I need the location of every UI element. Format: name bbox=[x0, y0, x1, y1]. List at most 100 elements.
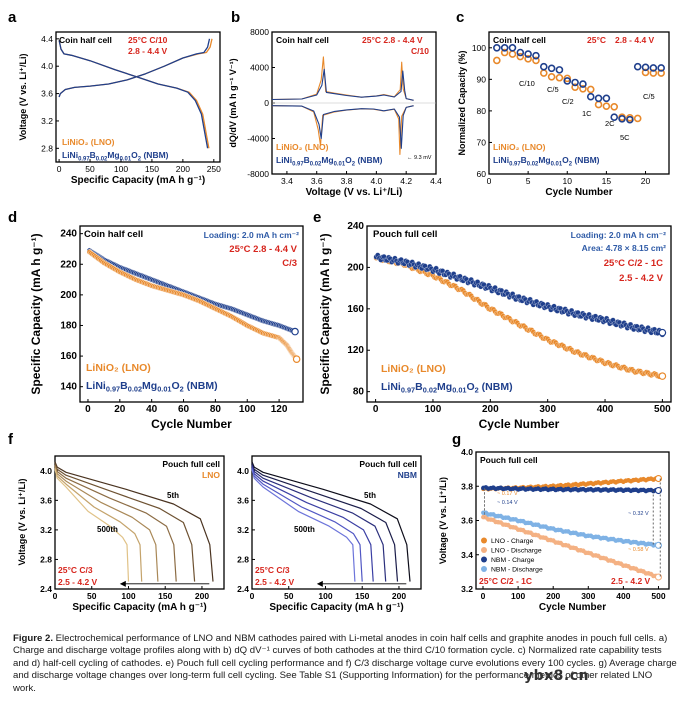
y-tick-label: 220 bbox=[60, 259, 77, 270]
x-axis-label: Cycle Number bbox=[151, 417, 232, 431]
y-tick-label: 4.0 bbox=[461, 447, 473, 457]
formula-part: Mg bbox=[538, 155, 550, 165]
formula-part: 2 bbox=[569, 162, 573, 168]
x-tick-label: 40 bbox=[146, 404, 158, 415]
formula-part: O bbox=[467, 381, 475, 393]
area-label: Area: 4.78 × 8.15 cm² bbox=[582, 243, 667, 253]
legend-nbm: LiNi0.97B0.02Mg0.01O2 (NBM) bbox=[62, 150, 169, 163]
discharge-curve bbox=[54, 469, 130, 582]
rate-label: 5C bbox=[620, 133, 630, 142]
rate-point bbox=[539, 62, 548, 71]
formula-part: 2 bbox=[352, 162, 356, 168]
x-tick-label: 100 bbox=[318, 591, 332, 601]
legend-entry: NBM - Discharge bbox=[491, 567, 543, 574]
y-tick-label: 70 bbox=[477, 137, 487, 147]
formula-part: Mg bbox=[321, 155, 333, 165]
x-axis-label: Cycle Number bbox=[539, 602, 606, 613]
rate-point bbox=[555, 73, 564, 82]
panel-title: Coin half cell bbox=[84, 229, 143, 240]
formula-part: B bbox=[521, 155, 527, 165]
rate-point bbox=[641, 68, 650, 77]
y-tick-label: 90 bbox=[477, 74, 487, 84]
figure-caption: Figure 2. Electrochemical performance of… bbox=[13, 633, 677, 695]
x-tick-label: 500 bbox=[654, 404, 671, 415]
x-tick-label: 200 bbox=[482, 404, 499, 415]
trend-arrowhead bbox=[316, 580, 323, 587]
rate-point bbox=[657, 64, 665, 72]
panel-b: 3.4 3.6 3.8 4.0 4.2 4.4 8000 4000 0 -4000 -8000 Vol… bbox=[228, 9, 442, 198]
x-tick-label: 0 bbox=[85, 404, 91, 415]
formula-part: LiNiO₂ (LNO) bbox=[86, 362, 151, 374]
rate-point bbox=[579, 85, 587, 93]
peak-shift-annotation: ← 9.3 mV bbox=[407, 155, 432, 161]
legend-marker bbox=[481, 556, 487, 563]
x-tick-label: 5 bbox=[526, 176, 531, 186]
rate-point bbox=[508, 50, 517, 58]
x-tick-label: 300 bbox=[539, 404, 556, 415]
formula-part: (NBM) bbox=[184, 380, 218, 392]
x-tick-label: 10 bbox=[563, 176, 573, 186]
x-tick-label: 500 bbox=[651, 591, 665, 601]
rate-point bbox=[547, 73, 556, 81]
rate-point bbox=[571, 83, 579, 92]
y-axis-label: Specific Capacity (mA h g⁻¹) bbox=[318, 233, 332, 394]
condition-label: C/10 bbox=[411, 46, 429, 56]
x-tick-label: 4.2 bbox=[400, 176, 412, 186]
x-tick-label: 150 bbox=[145, 164, 159, 174]
formula-part: LiNi bbox=[381, 381, 401, 393]
y-tick-label: 3.6 bbox=[237, 495, 249, 505]
rate-point bbox=[610, 113, 619, 121]
discharge-curve bbox=[251, 463, 399, 582]
x-tick-label: 20 bbox=[641, 176, 651, 186]
condition-label: 2.5 - 4.2 V bbox=[611, 576, 651, 586]
formula-part: LiNi bbox=[62, 150, 78, 160]
gap-label: ~ 0.17 V bbox=[497, 491, 518, 497]
y-tick-label: 3.2 bbox=[40, 525, 52, 535]
legend-lno: LiNiO₂ (LNO) bbox=[493, 142, 546, 152]
discharge-curve bbox=[251, 467, 363, 582]
formula-part: LiNiO₂ (LNO) bbox=[493, 142, 546, 152]
y-tick-label: 2.8 bbox=[237, 554, 249, 564]
condition-label: 2.5 - 4.2 V bbox=[255, 577, 295, 587]
legend-nbm: LiNi0.97B0.02Mg0.01O2 (NBM) bbox=[276, 155, 383, 168]
condition-label: 25°C C/2 - 1C bbox=[604, 258, 663, 269]
rate-point bbox=[641, 63, 650, 72]
y-axis-label: Normalized Capacity (%) bbox=[457, 50, 467, 155]
formula-part: 0.02 bbox=[310, 162, 322, 168]
y-tick-label: 120 bbox=[347, 345, 364, 356]
rate-point bbox=[500, 48, 509, 57]
plot-frame bbox=[54, 455, 225, 590]
cycle-label-5: 5th bbox=[364, 491, 376, 500]
plot-frame bbox=[366, 225, 672, 403]
rate-point bbox=[586, 92, 595, 101]
formula-part: B bbox=[90, 150, 96, 160]
panel-letter: d bbox=[8, 209, 17, 226]
formula-part: 2 bbox=[180, 385, 184, 394]
caption-text: Electrochemical performance of LNO and N… bbox=[13, 633, 677, 694]
rate-point bbox=[594, 100, 603, 109]
rate-point bbox=[493, 43, 501, 52]
formula-part: (NBM) bbox=[572, 155, 600, 165]
y-tick-label: 2.8 bbox=[41, 143, 53, 153]
rate-point bbox=[649, 64, 658, 72]
x-axis-label: Cycle Number bbox=[545, 187, 612, 198]
rate-point bbox=[493, 56, 501, 65]
x-tick-label: 400 bbox=[616, 591, 630, 601]
rate-point bbox=[524, 50, 532, 58]
x-tick-label: 0 bbox=[57, 164, 62, 174]
y-axis-label: Voltage (V vs. Li⁺/Li) bbox=[17, 478, 27, 565]
legend-entry: LNO - Discharge bbox=[491, 548, 542, 555]
cycle-label-500: 500th bbox=[97, 525, 118, 534]
rate-label: 1C bbox=[582, 109, 592, 118]
rate-point bbox=[563, 74, 572, 83]
x-tick-label: 120 bbox=[271, 404, 288, 415]
condition-label: 2.5 - 4.2 V bbox=[58, 577, 98, 587]
rate-label: C/2 bbox=[562, 97, 574, 106]
panel-g: 0 100 200 300 400 500 3.2 3.4 3.6 3.8 4.0 Cycle Num… bbox=[438, 431, 670, 613]
discharge-curve bbox=[54, 464, 177, 582]
rate-point bbox=[516, 52, 525, 61]
x-tick-label: 60 bbox=[178, 404, 190, 415]
x-tick-label: 4.4 bbox=[430, 176, 442, 186]
cycle-end-point bbox=[658, 372, 667, 380]
plot-frame bbox=[79, 225, 304, 403]
